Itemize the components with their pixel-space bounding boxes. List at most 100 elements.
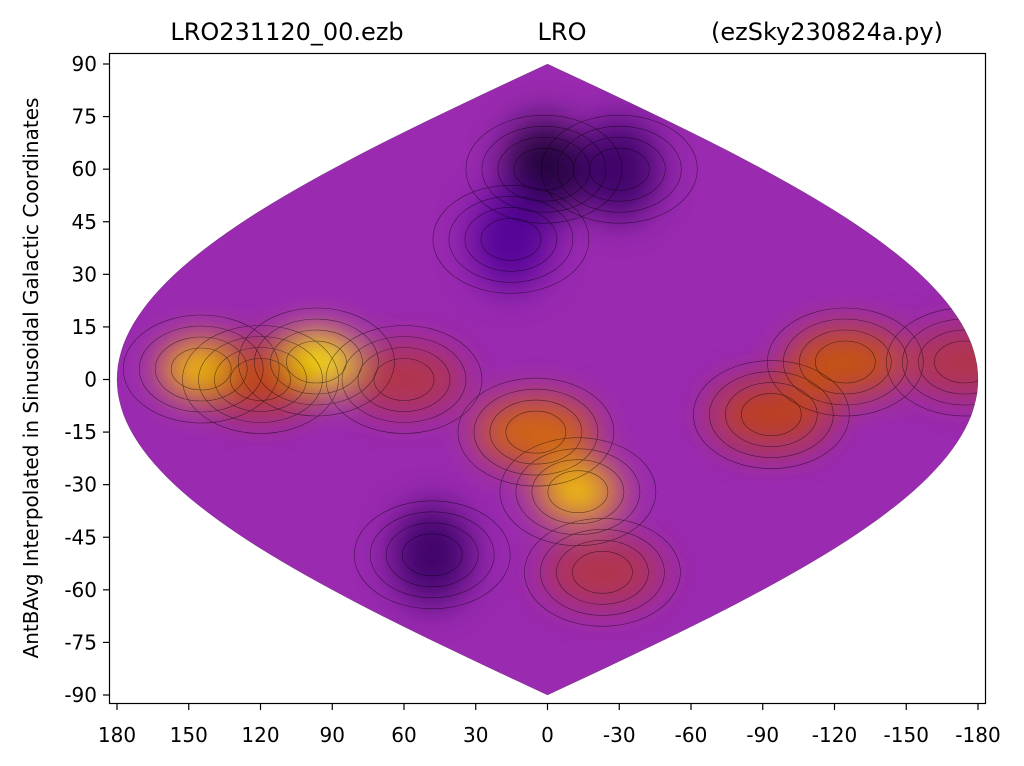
contour-line xyxy=(448,196,574,283)
contour-line xyxy=(724,382,818,447)
y-axis: 90 75 60 45 30 15 0 -15 -30 -45 -60 -75 -90 xyxy=(64,52,110,707)
contour-line xyxy=(572,136,666,202)
y-tick-label: 90 xyxy=(72,52,97,76)
contour-line xyxy=(357,347,451,412)
contour-line xyxy=(270,329,363,395)
contour-line xyxy=(465,114,623,224)
y-tick-label: -90 xyxy=(64,683,97,707)
y-tick-label: -45 xyxy=(64,525,97,549)
y-tick-label: 60 xyxy=(72,157,97,181)
contour-line xyxy=(432,185,590,294)
contour-line xyxy=(918,329,978,395)
contour-line xyxy=(138,325,264,413)
y-tick-label: -60 xyxy=(64,578,97,602)
heatmap-feature-ridge xyxy=(475,398,596,467)
heatmap-feature-ridge xyxy=(785,328,906,396)
x-tick-label: 120 xyxy=(241,723,279,747)
heatmap-feature-ridge xyxy=(344,345,464,414)
contour-line xyxy=(464,207,558,272)
contour-line xyxy=(934,340,978,384)
contour-line xyxy=(198,336,323,423)
y-tick-label: 0 xyxy=(84,368,97,392)
contour-line xyxy=(556,539,649,605)
contour-line xyxy=(122,314,280,424)
title-right: (ezSky230824a.py) xyxy=(711,18,943,46)
contour-line xyxy=(489,399,583,465)
contour-line xyxy=(524,517,681,627)
heatmap-feature-trough xyxy=(470,189,551,290)
contour-line xyxy=(480,218,542,261)
x-tick-label: -120 xyxy=(812,723,857,747)
contour-line xyxy=(588,147,650,191)
y-axis-label: AntBAvg Interpolated in Sinusoidal Galac… xyxy=(19,98,43,659)
title-left: LRO231120_00.ezb xyxy=(170,18,403,46)
contour-line xyxy=(814,340,876,384)
contour-line xyxy=(497,136,591,202)
contour-line xyxy=(515,448,641,536)
x-tick-label: -60 xyxy=(675,723,708,747)
contour-line xyxy=(170,347,232,391)
contour-line xyxy=(692,360,850,469)
contour-line xyxy=(214,347,307,412)
contour-line xyxy=(547,470,609,514)
contour-line xyxy=(782,318,908,406)
contour-line xyxy=(385,522,479,588)
contour-line xyxy=(254,318,379,406)
contour-line xyxy=(230,358,291,401)
contour-line xyxy=(556,125,682,213)
heatmap-feature-ridge xyxy=(711,380,832,449)
title-center: LRO xyxy=(538,18,587,46)
x-tick-label: 150 xyxy=(170,723,208,747)
x-tick-label: 90 xyxy=(320,723,345,747)
contour-line xyxy=(373,358,435,401)
y-tick-label: -30 xyxy=(64,473,97,497)
contour-line xyxy=(369,511,495,599)
contour-line xyxy=(531,459,625,525)
y-tick-label: -75 xyxy=(64,630,97,654)
heatmap-peak-core xyxy=(179,353,224,385)
y-tick-label: 15 xyxy=(72,315,97,339)
x-tick-label: 30 xyxy=(463,723,488,747)
x-tick-label: -180 xyxy=(955,723,1000,747)
heatmap-feature-ridge xyxy=(904,328,978,396)
heatmap-feature-ridge xyxy=(542,538,663,607)
heatmap-feature-trough xyxy=(392,504,473,605)
y-tick-label: 45 xyxy=(72,210,97,234)
contour-line xyxy=(766,307,924,417)
contour-line xyxy=(401,533,463,577)
contour-line xyxy=(238,307,395,417)
x-tick-label: 0 xyxy=(541,723,554,747)
x-tick-label: -150 xyxy=(884,723,929,747)
heatmap-peak-core xyxy=(555,475,600,508)
y-tick-label: -15 xyxy=(64,420,97,444)
contour-line xyxy=(798,329,892,395)
contour-line xyxy=(286,340,347,384)
x-tick-label: -30 xyxy=(603,723,636,747)
contour-line xyxy=(457,377,615,487)
contour-line xyxy=(540,528,665,616)
heatmap-peak-core xyxy=(294,346,339,378)
contour-line xyxy=(473,388,599,476)
contour-line xyxy=(341,336,467,423)
x-tick-label: 180 xyxy=(98,723,136,747)
contour-line xyxy=(740,393,802,436)
x-tick-label: -90 xyxy=(746,723,779,747)
heatmap-feature-trough xyxy=(579,119,660,220)
contour-line xyxy=(540,114,698,224)
contour-line xyxy=(572,550,633,594)
x-tick-label: 60 xyxy=(391,723,416,747)
contour-line xyxy=(325,325,483,434)
contour-line xyxy=(182,325,339,434)
y-tick-label: 30 xyxy=(72,262,97,286)
contour-line xyxy=(505,410,567,454)
contour-line xyxy=(708,371,834,458)
y-tick-label: 75 xyxy=(72,105,97,129)
contour-line xyxy=(499,437,657,547)
x-axis: 180 150 120 90 60 30 0 -30 -60 -90 -120 -150 -180 xyxy=(98,703,1001,747)
projection-outline xyxy=(116,63,979,696)
heatmap-feature-ridge xyxy=(200,345,321,414)
contour-line xyxy=(481,125,607,213)
contour-line xyxy=(353,500,511,610)
contour-line xyxy=(154,336,248,402)
